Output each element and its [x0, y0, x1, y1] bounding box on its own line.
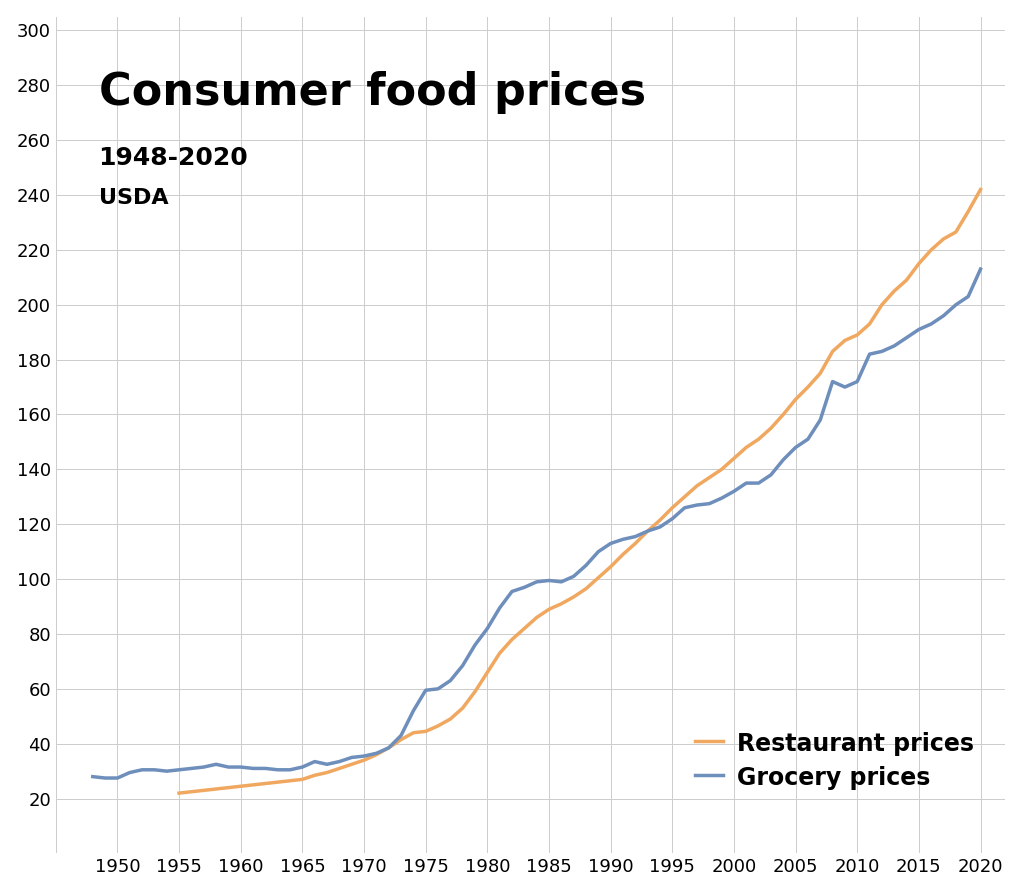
Grocery prices	[900, 332, 912, 343]
Grocery prices	[87, 772, 99, 782]
Restaurant prices	[420, 726, 432, 737]
Text: 1948-2020: 1948-2020	[98, 146, 248, 171]
Restaurant prices	[296, 774, 308, 785]
Grocery prices	[296, 762, 308, 772]
Legend: Restaurant prices, Grocery prices: Restaurant prices, Grocery prices	[685, 722, 984, 800]
Grocery prices	[543, 575, 555, 586]
Grocery prices	[395, 730, 408, 741]
Grocery prices	[839, 381, 851, 392]
Restaurant prices	[975, 184, 987, 195]
Line: Restaurant prices: Restaurant prices	[179, 189, 981, 793]
Restaurant prices	[912, 258, 925, 269]
Grocery prices	[975, 263, 987, 274]
Grocery prices	[99, 772, 112, 783]
Restaurant prices	[371, 749, 383, 760]
Restaurant prices	[518, 623, 530, 634]
Grocery prices	[863, 349, 876, 360]
Text: USDA: USDA	[98, 188, 168, 208]
Text: Consumer food prices: Consumer food prices	[98, 71, 645, 114]
Restaurant prices	[173, 788, 185, 798]
Restaurant prices	[802, 381, 814, 392]
Line: Grocery prices: Grocery prices	[93, 269, 981, 778]
